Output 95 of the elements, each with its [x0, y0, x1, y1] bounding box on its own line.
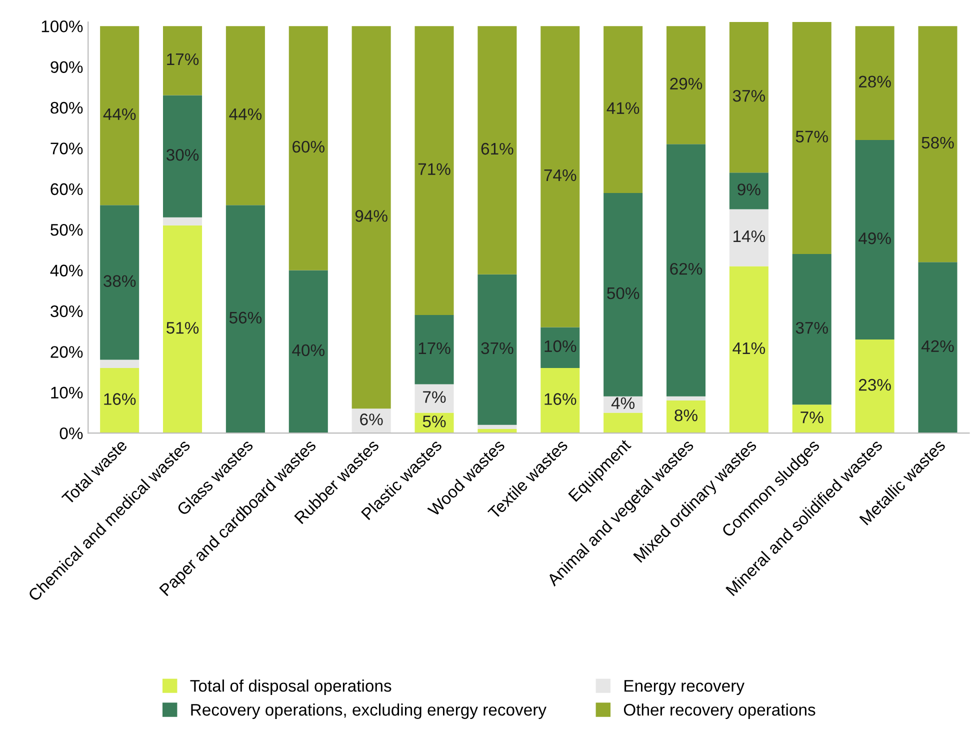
- y-tick-label: 70%: [50, 142, 83, 154]
- bar: [226, 205, 265, 434]
- data-label: 74%: [544, 169, 576, 182]
- bar: [414, 315, 454, 384]
- bar: [163, 217, 202, 226]
- bar: [352, 26, 391, 409]
- bar: [478, 424, 517, 429]
- data-label: 7%: [423, 391, 446, 403]
- data-label: 4%: [611, 397, 635, 409]
- y-tick-label: 60%: [50, 183, 83, 196]
- data-label: 29%: [670, 78, 702, 90]
- data-label: 14%: [734, 230, 766, 242]
- bar: [163, 226, 202, 434]
- bar: [540, 327, 580, 368]
- data-label: 23%: [858, 378, 891, 391]
- bar: [100, 368, 140, 434]
- legend-label: Other recovery operations: [624, 703, 816, 719]
- bar: [792, 404, 832, 434]
- legend-label: Recovery operations, excluding energy recovery: [191, 703, 546, 719]
- data-label: 17%: [167, 53, 199, 66]
- data-label: 8%: [674, 409, 698, 422]
- bar: [729, 22, 768, 173]
- data-label: 40%: [292, 344, 324, 356]
- data-label: 42%: [921, 340, 954, 352]
- data-label: 71%: [418, 163, 450, 175]
- bar: [729, 172, 768, 210]
- data-label: 58%: [922, 136, 954, 149]
- bar: [226, 26, 265, 206]
- data-label: 41%: [732, 342, 766, 354]
- bar: [163, 95, 202, 218]
- bar: [478, 26, 517, 274]
- y-tick-label: 90%: [50, 61, 83, 73]
- data-label: 61%: [481, 142, 514, 155]
- bar: [163, 26, 202, 96]
- legend-label: Total of disposal operations: [190, 680, 392, 696]
- data-label: 9%: [738, 184, 760, 196]
- y-tick-label: 30%: [50, 305, 83, 318]
- bar: [100, 26, 140, 206]
- bar: [666, 396, 706, 400]
- data-label: 16%: [544, 393, 576, 405]
- data-label: 56%: [229, 312, 262, 324]
- bar: [100, 205, 140, 360]
- data-label: 37%: [796, 322, 828, 334]
- data-label: 7%: [800, 412, 824, 424]
- bar: [540, 26, 580, 328]
- bar: [666, 400, 706, 434]
- bar: [288, 270, 328, 434]
- y-tick-label: 100%: [42, 20, 83, 32]
- data-label: 62%: [670, 262, 702, 275]
- data-label: 41%: [606, 102, 640, 114]
- data-label: 94%: [355, 210, 388, 222]
- bar: [666, 26, 706, 144]
- y-tick-label: 40%: [50, 264, 83, 276]
- data-label: 44%: [103, 108, 136, 120]
- data-label: 50%: [607, 287, 640, 300]
- data-label: 51%: [166, 322, 199, 334]
- y-tick-label: 10%: [51, 386, 83, 399]
- y-tick-label: 0%: [60, 427, 83, 440]
- bar: [918, 262, 958, 434]
- bar: [100, 360, 140, 368]
- bar: [478, 274, 517, 425]
- data-label: 6%: [360, 414, 383, 426]
- data-label: 60%: [292, 140, 324, 153]
- bar: [855, 26, 894, 140]
- data-label: 37%: [732, 90, 766, 102]
- data-label: 16%: [104, 393, 136, 405]
- bar: [604, 26, 643, 193]
- bar: [414, 384, 454, 413]
- bar: [855, 339, 894, 434]
- bar: [729, 266, 768, 434]
- y-tick-label: 80%: [50, 102, 83, 114]
- data-label: 28%: [858, 76, 891, 88]
- bar: [666, 144, 706, 396]
- bar: [792, 22, 832, 254]
- data-label: 49%: [858, 232, 891, 244]
- data-label: 17%: [418, 342, 450, 354]
- bar: [792, 254, 832, 405]
- bar: [604, 412, 643, 434]
- bar: [540, 368, 580, 434]
- bar: [604, 192, 643, 396]
- data-label: 57%: [796, 130, 828, 142]
- y-tick-label: 50%: [50, 224, 83, 236]
- data-label: 30%: [166, 148, 199, 161]
- data-label: 44%: [229, 108, 262, 120]
- bar: [918, 26, 958, 262]
- data-label: 37%: [481, 342, 514, 354]
- bar: [414, 26, 454, 316]
- data-label: 10%: [544, 340, 576, 352]
- y-tick-label: 20%: [50, 346, 83, 358]
- bar: [855, 140, 894, 340]
- data-label: 5%: [422, 416, 446, 428]
- bar: [288, 26, 328, 270]
- data-label: 38%: [104, 275, 136, 287]
- bar: [729, 209, 768, 266]
- legend-label: Energy recovery: [624, 680, 744, 696]
